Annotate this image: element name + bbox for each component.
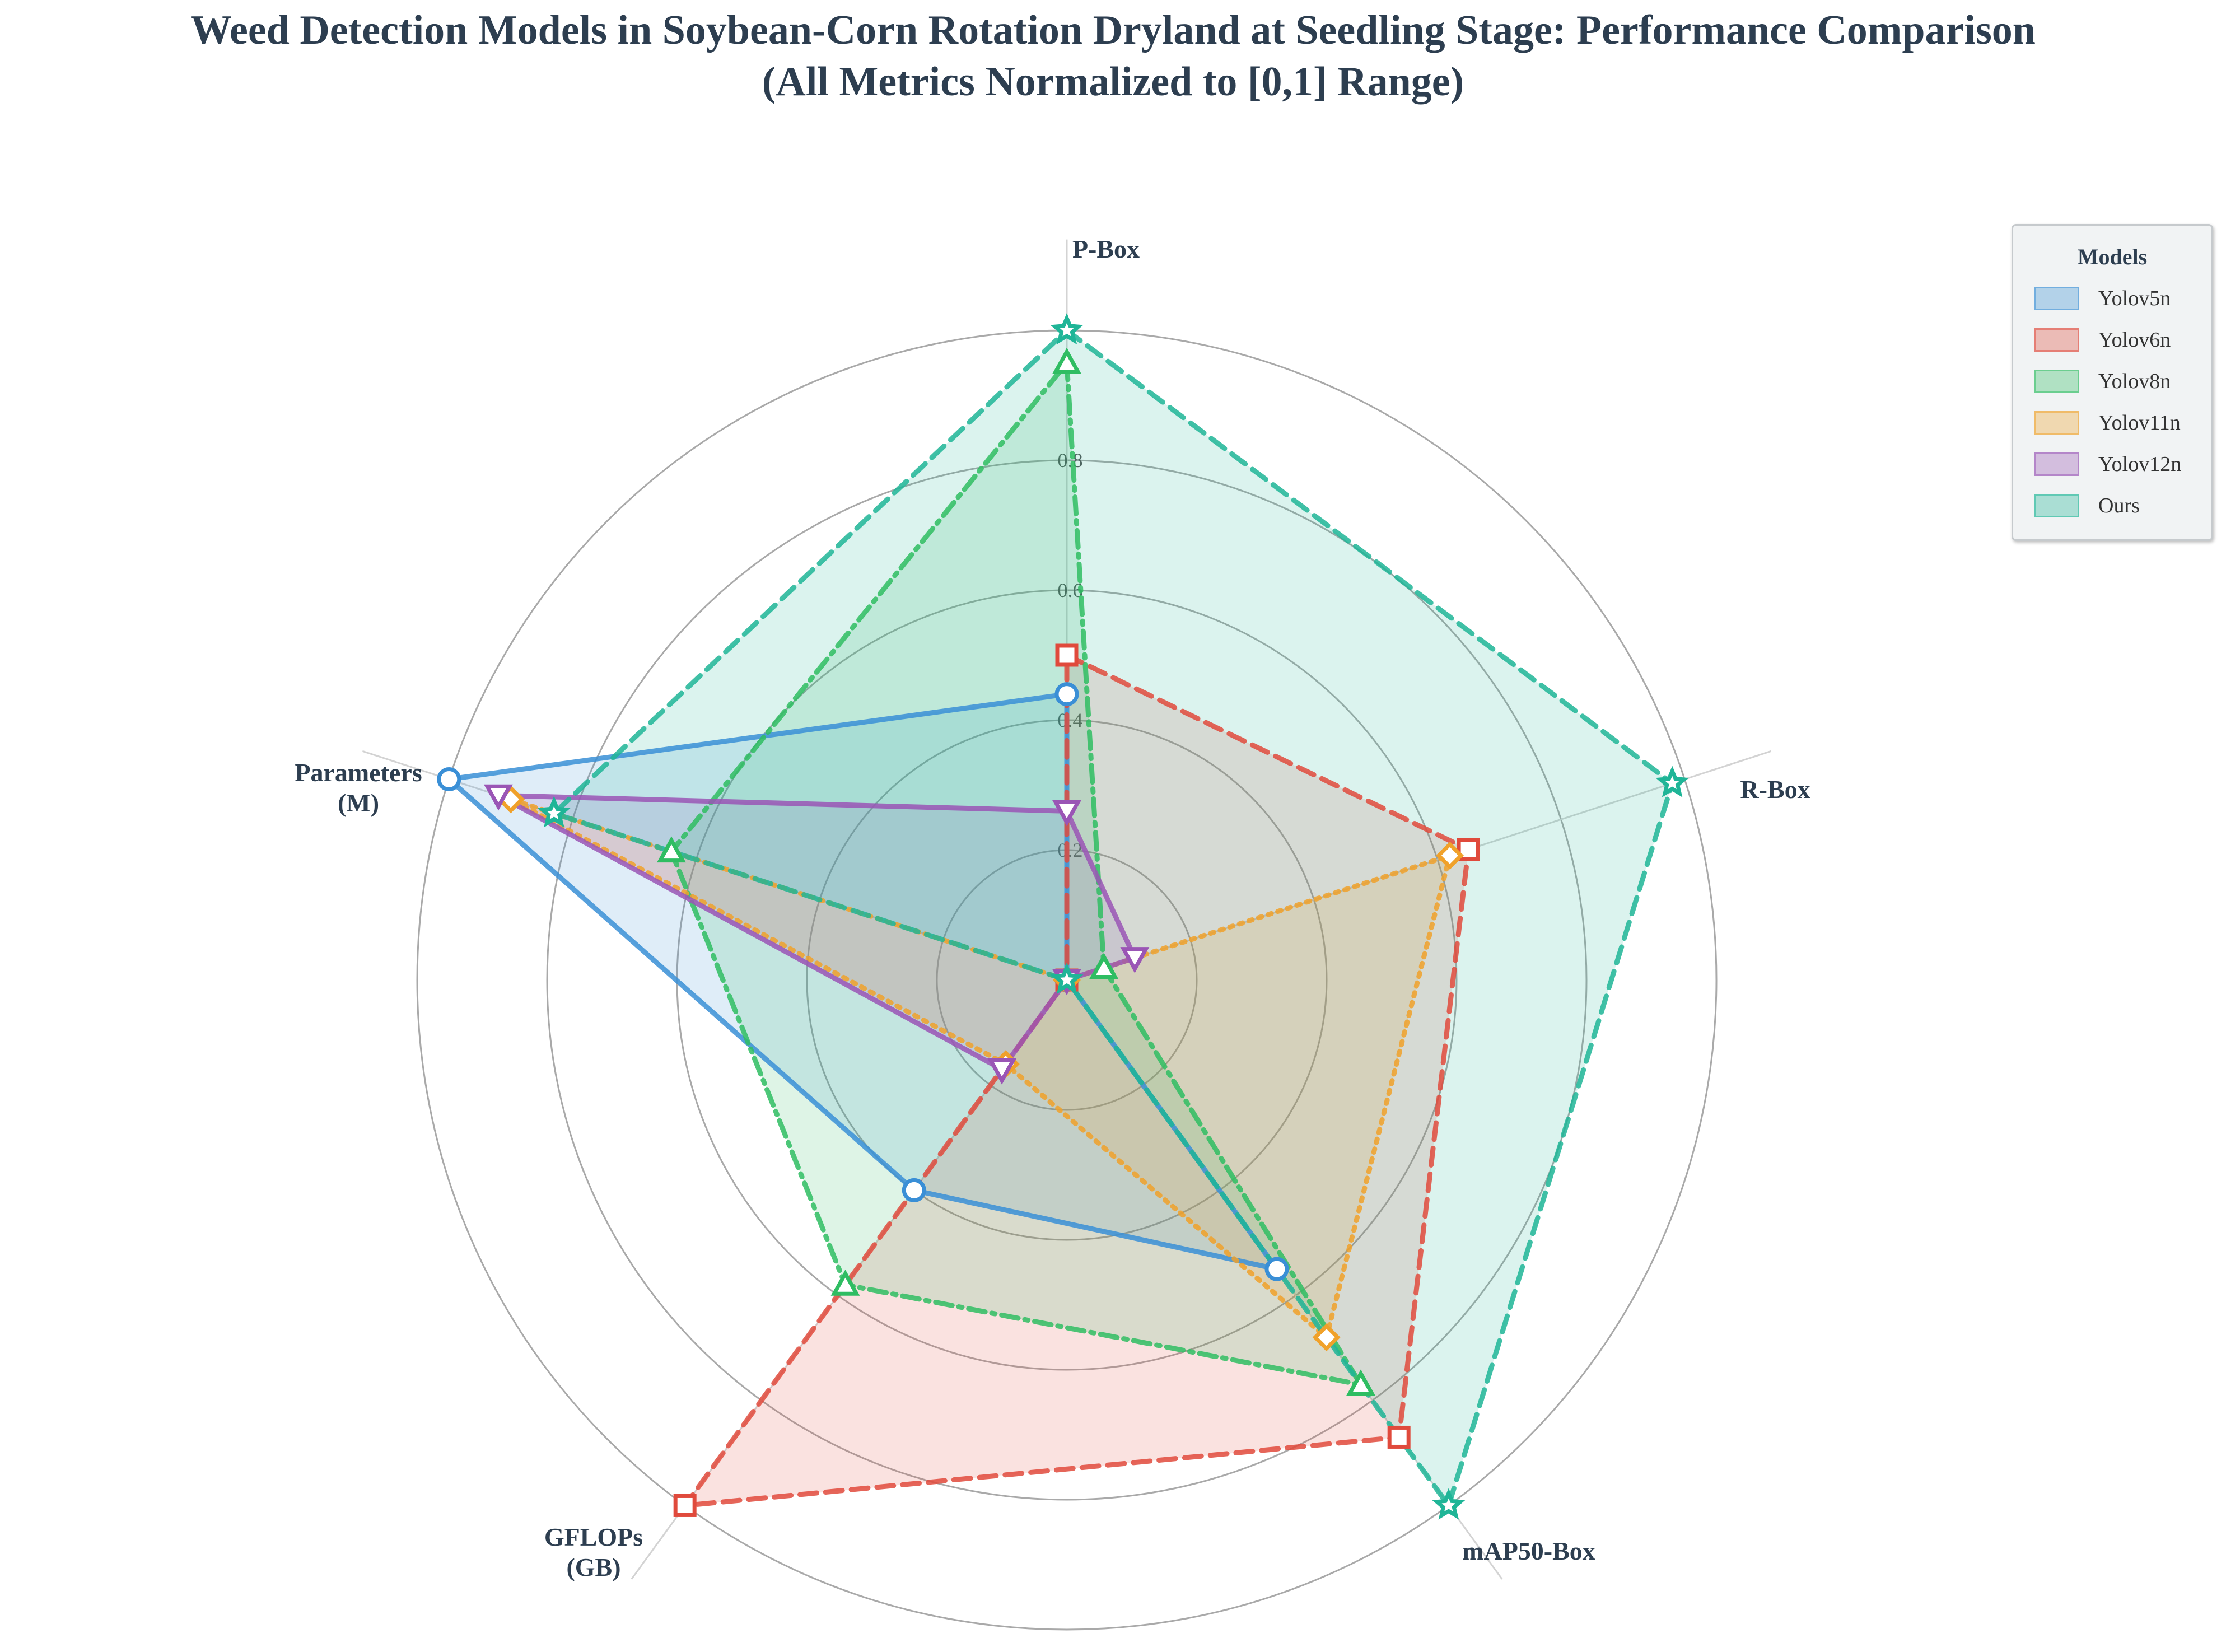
legend-item: Yolov12n — [2034, 450, 2181, 478]
legend-label: Yolov8n — [2098, 370, 2171, 393]
radial-tick-label: 0.4 — [1058, 709, 1083, 731]
data-point — [1052, 347, 1081, 374]
data-point — [1436, 841, 1464, 870]
axis-label: GFLOPs (GB) — [544, 1523, 643, 1581]
series-line — [496, 792, 1137, 1072]
data-point — [987, 1058, 1017, 1085]
data-point — [673, 1494, 697, 1517]
series-markers — [437, 313, 1689, 1520]
legend-swatch — [2034, 494, 2079, 517]
series-line — [682, 652, 1471, 1508]
data-point — [830, 1270, 860, 1296]
data-point — [656, 836, 686, 863]
series-area — [554, 330, 1673, 1506]
series-area — [449, 694, 1277, 1270]
series-line — [551, 328, 1675, 1508]
legend-item: Yolov6n — [2034, 326, 2171, 354]
series-line — [508, 796, 1453, 1340]
data-point — [1050, 963, 1084, 995]
axis-labels: P-Box R-Box mAP50-Box GFLOPs (GB) Parameters(… — [295, 235, 1810, 1581]
data-point — [537, 796, 571, 828]
axis-label: R-Box — [1740, 775, 1810, 804]
radial-tick-label: 0.2 — [1058, 839, 1083, 861]
data-point — [484, 784, 513, 811]
legend-item: Ours — [2034, 492, 2140, 520]
data-point — [1052, 800, 1081, 827]
legend-item: Yolov8n — [2034, 367, 2171, 395]
series-area — [498, 795, 1135, 1070]
legend-item: Yolov11n — [2034, 409, 2181, 437]
legend: Models Yolov5n Yolov6n Yolov8n Yolov11n Yolo… — [2012, 224, 2213, 541]
chart-title-line2: (All Metrics Normalized to [0,1] Range) — [762, 59, 1464, 105]
data-point — [1050, 313, 1084, 345]
data-point — [1089, 953, 1119, 979]
legend-label: Yolov5n — [2098, 287, 2171, 310]
series-lines — [446, 328, 1675, 1508]
legend-swatch — [2034, 411, 2079, 435]
legend-swatch — [2034, 328, 2079, 352]
series-fills — [449, 330, 1673, 1506]
data-point — [1655, 766, 1689, 797]
legend-label: Yolov12n — [2098, 452, 2182, 476]
data-point — [1264, 1257, 1289, 1281]
chart-title: Weed Detection Models in Soybean-Corn Ro… — [0, 4, 2226, 108]
legend-label: Ours — [2098, 494, 2140, 517]
data-point — [437, 767, 461, 792]
legend-label: Yolov6n — [2098, 328, 2171, 352]
legend-swatch — [2034, 452, 2079, 476]
legend-label: Yolov11n — [2098, 411, 2181, 435]
data-point — [1054, 682, 1079, 707]
legend-swatch — [2034, 370, 2079, 393]
legend-item: Yolov5n — [2034, 284, 2171, 312]
chart-title-line1: Weed Detection Models in Soybean-Corn Ro… — [190, 7, 2036, 53]
data-point — [1346, 1369, 1375, 1396]
legend-swatch — [2034, 287, 2079, 310]
data-point — [1432, 1488, 1466, 1520]
data-point — [1120, 947, 1150, 973]
axis-label: mAP50-Box — [1462, 1537, 1595, 1565]
axis-label: Parameters (M) — [295, 758, 422, 817]
data-point — [1055, 643, 1079, 667]
axis-label: P-Box — [1072, 235, 1140, 263]
series-line — [669, 360, 1364, 1388]
data-point — [1312, 1323, 1341, 1352]
data-point — [1387, 1425, 1411, 1449]
data-point — [902, 1178, 926, 1202]
legend-title: Models — [2077, 244, 2148, 269]
